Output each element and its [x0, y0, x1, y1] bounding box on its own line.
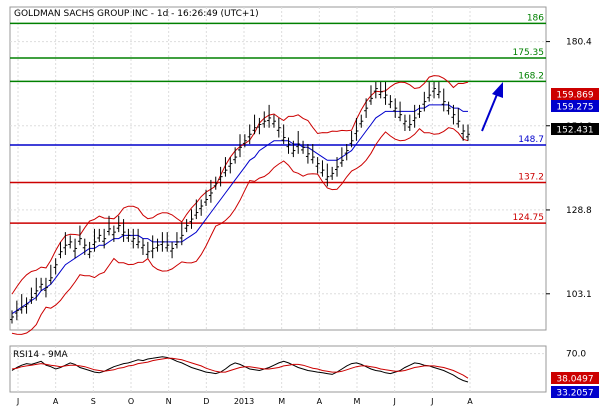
moving-average-line [11, 104, 468, 315]
x-tick-label: S [91, 397, 96, 406]
x-tick-label: M [278, 397, 285, 406]
y-tick-label: 128.8 [566, 206, 592, 216]
price-box-label: 152.431 [556, 126, 593, 136]
rsi-label: RSI14 - 9MA [13, 350, 69, 360]
x-tick-label: 2013 [234, 397, 254, 406]
y-tick-label: 103.1 [566, 290, 592, 300]
x-tick-label: A [467, 397, 473, 406]
x-tick-label: A [317, 397, 323, 406]
price-box [551, 372, 599, 384]
x-tick-label: M [354, 397, 361, 406]
level-label: 168.2 [518, 71, 544, 81]
x-tick-label: J [392, 397, 395, 406]
level-label: 175.35 [513, 48, 545, 58]
level-label: 186 [527, 13, 544, 23]
x-tick-label: J [16, 397, 19, 406]
price-bars [10, 82, 470, 324]
price-boxes: 159.869 159.275 152.431 38.0497 33.2057 [551, 88, 599, 399]
rsi-panel [9, 345, 547, 393]
price-box [551, 386, 599, 398]
support-resistance-levels: 186 175.35 168.2 148.7 137.2 124.75 [10, 13, 546, 224]
price-box-label: 38.0497 [556, 375, 593, 385]
price-box-label: 33.2057 [556, 389, 593, 399]
rsi-line [11, 356, 469, 383]
price-box-label: 159.275 [556, 103, 593, 113]
x-tick-label: A [53, 397, 59, 406]
chart-title: GOLDMAN SACHS GROUP INC - 1d - 16:26:49 … [14, 9, 259, 19]
x-tick-label: O [128, 397, 134, 406]
rsi-ma-line [11, 357, 469, 379]
lower-band [11, 127, 469, 335]
y-tick-label: 70.0 [566, 350, 586, 360]
price-box [551, 88, 599, 100]
x-tick-label: D [203, 397, 209, 406]
rsi-lines [11, 356, 469, 383]
blue-arrow-up-icon [481, 82, 503, 132]
price-box [551, 123, 599, 135]
y-tick-label: 180.4 [566, 38, 592, 48]
x-tick-label: N [166, 397, 172, 406]
price-panel [9, 6, 547, 331]
x-tick-label: J [430, 397, 433, 406]
price-box-label: 159.869 [556, 91, 593, 101]
level-label: 137.2 [518, 173, 544, 183]
level-label: 148.7 [518, 135, 544, 145]
level-label: 124.75 [513, 213, 545, 223]
x-axis-labels: J A S O N D 2013 M A M J J A [16, 397, 473, 406]
grid-lines [10, 7, 550, 392]
price-box [551, 100, 599, 112]
